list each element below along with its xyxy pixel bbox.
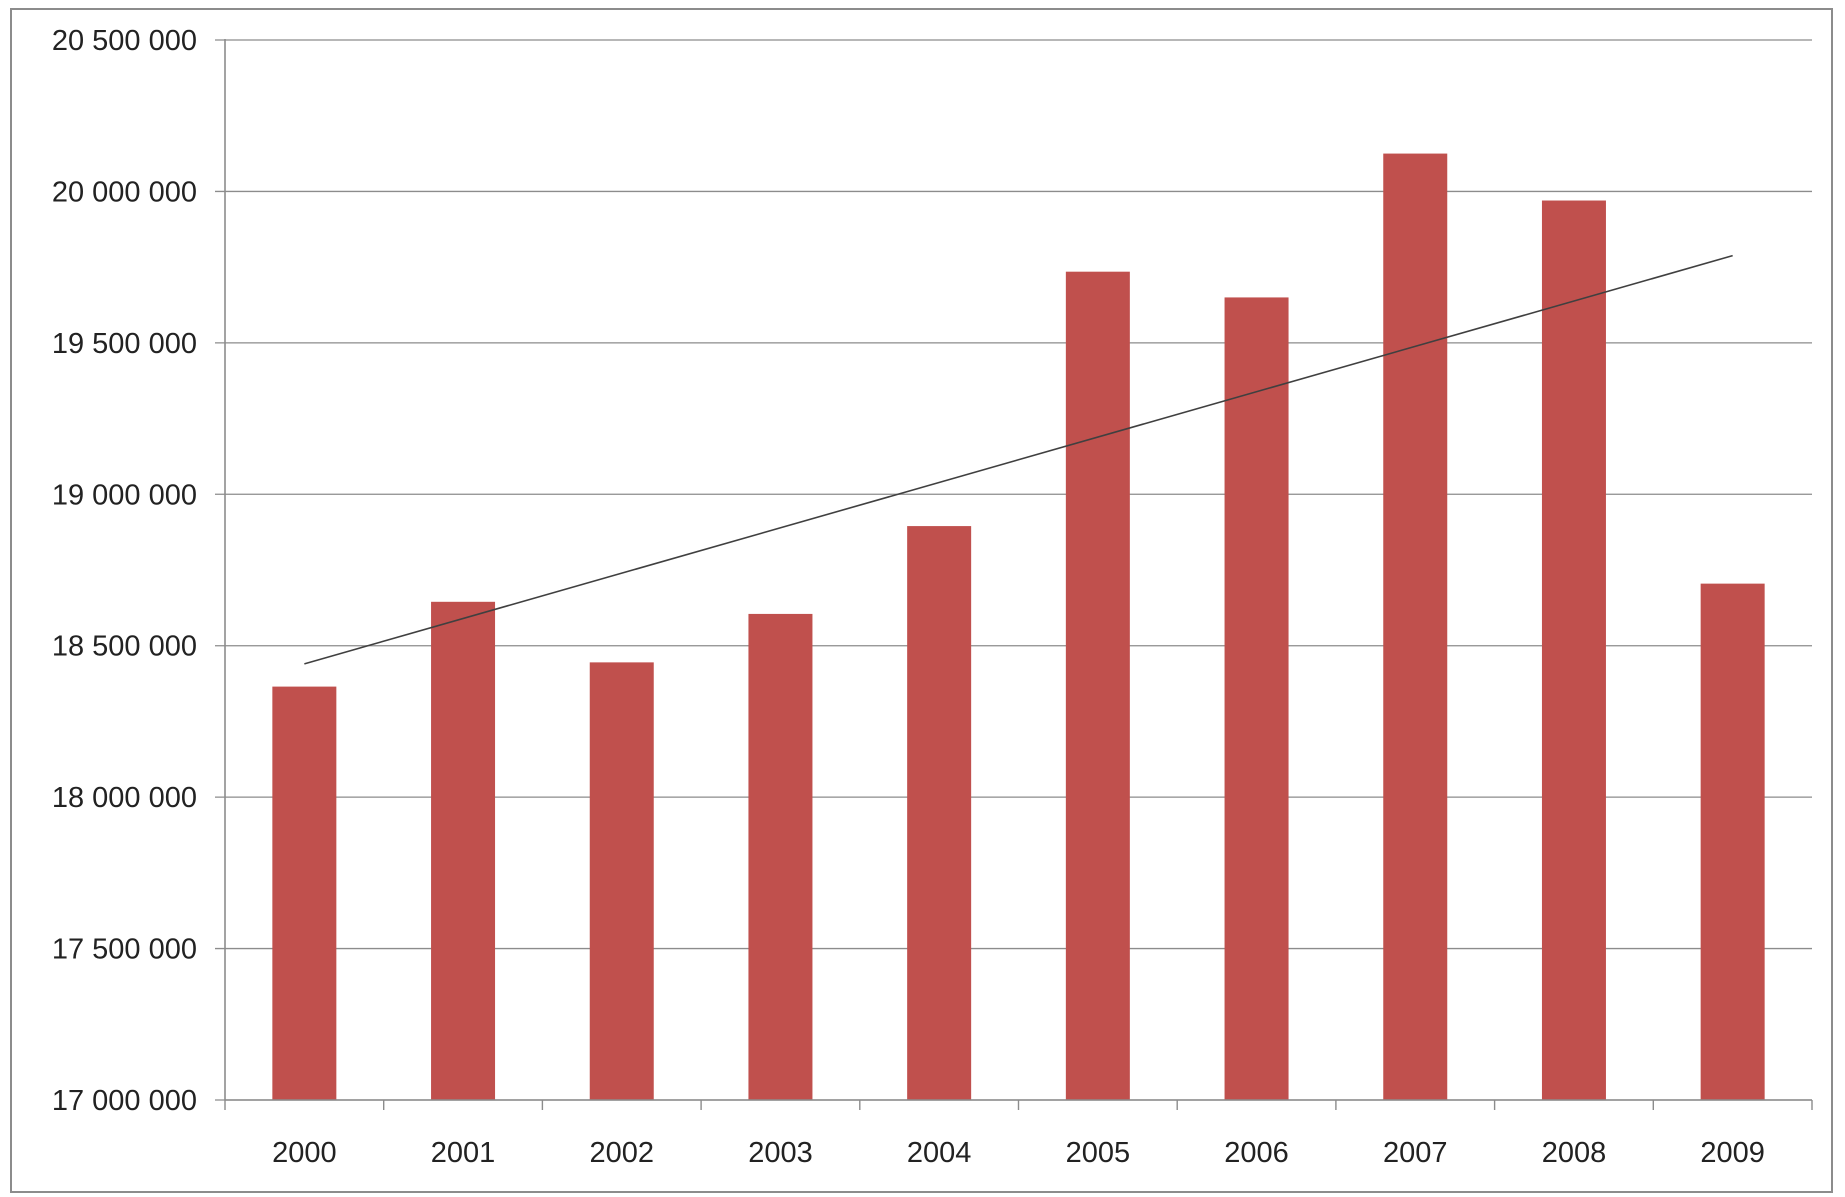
x-tick-label: 2003 [748,1137,813,1169]
trendline-layer [304,254,1733,665]
bar-2006 [1224,297,1289,1100]
x-tick-label: 2001 [431,1137,496,1169]
bar-2004 [907,526,972,1100]
y-tick-label: 19 500 000 [52,328,197,360]
y-tick-label: 19 000 000 [52,479,197,511]
x-tick-label: 2000 [272,1137,337,1169]
y-tick-label: 18 500 000 [52,631,197,663]
x-tick-label: 2008 [1542,1137,1607,1169]
y-tick-label: 17 000 000 [52,1085,197,1117]
bar-2009 [1700,583,1765,1100]
axes [224,39,1813,1110]
bar-2001 [431,601,496,1100]
bars [272,153,1765,1101]
trendline [304,254,1733,665]
x-tick-label: 2005 [1066,1137,1131,1169]
y-tick-label: 17 500 000 [52,934,197,966]
y-tick-label: 20 000 000 [52,176,197,208]
bar-2002 [589,662,654,1100]
bar-2003 [748,613,813,1100]
x-tick-label: 2002 [589,1137,654,1169]
axis-labels: 17 000 000 17 500 000 18 000 000 18 500 000… [52,25,1765,1169]
x-tick-label: 2007 [1383,1137,1448,1169]
bar-2005 [1065,271,1130,1101]
bar-2000 [272,686,337,1100]
y-tick-label: 18 000 000 [52,782,197,814]
y-tick-label: 20 500 000 [52,25,197,57]
x-tick-label: 2004 [907,1137,972,1169]
x-tick-label: 2009 [1700,1137,1765,1169]
bar-2007 [1383,153,1448,1101]
x-tick-label: 2006 [1224,1137,1289,1169]
bar-2008 [1541,200,1606,1100]
